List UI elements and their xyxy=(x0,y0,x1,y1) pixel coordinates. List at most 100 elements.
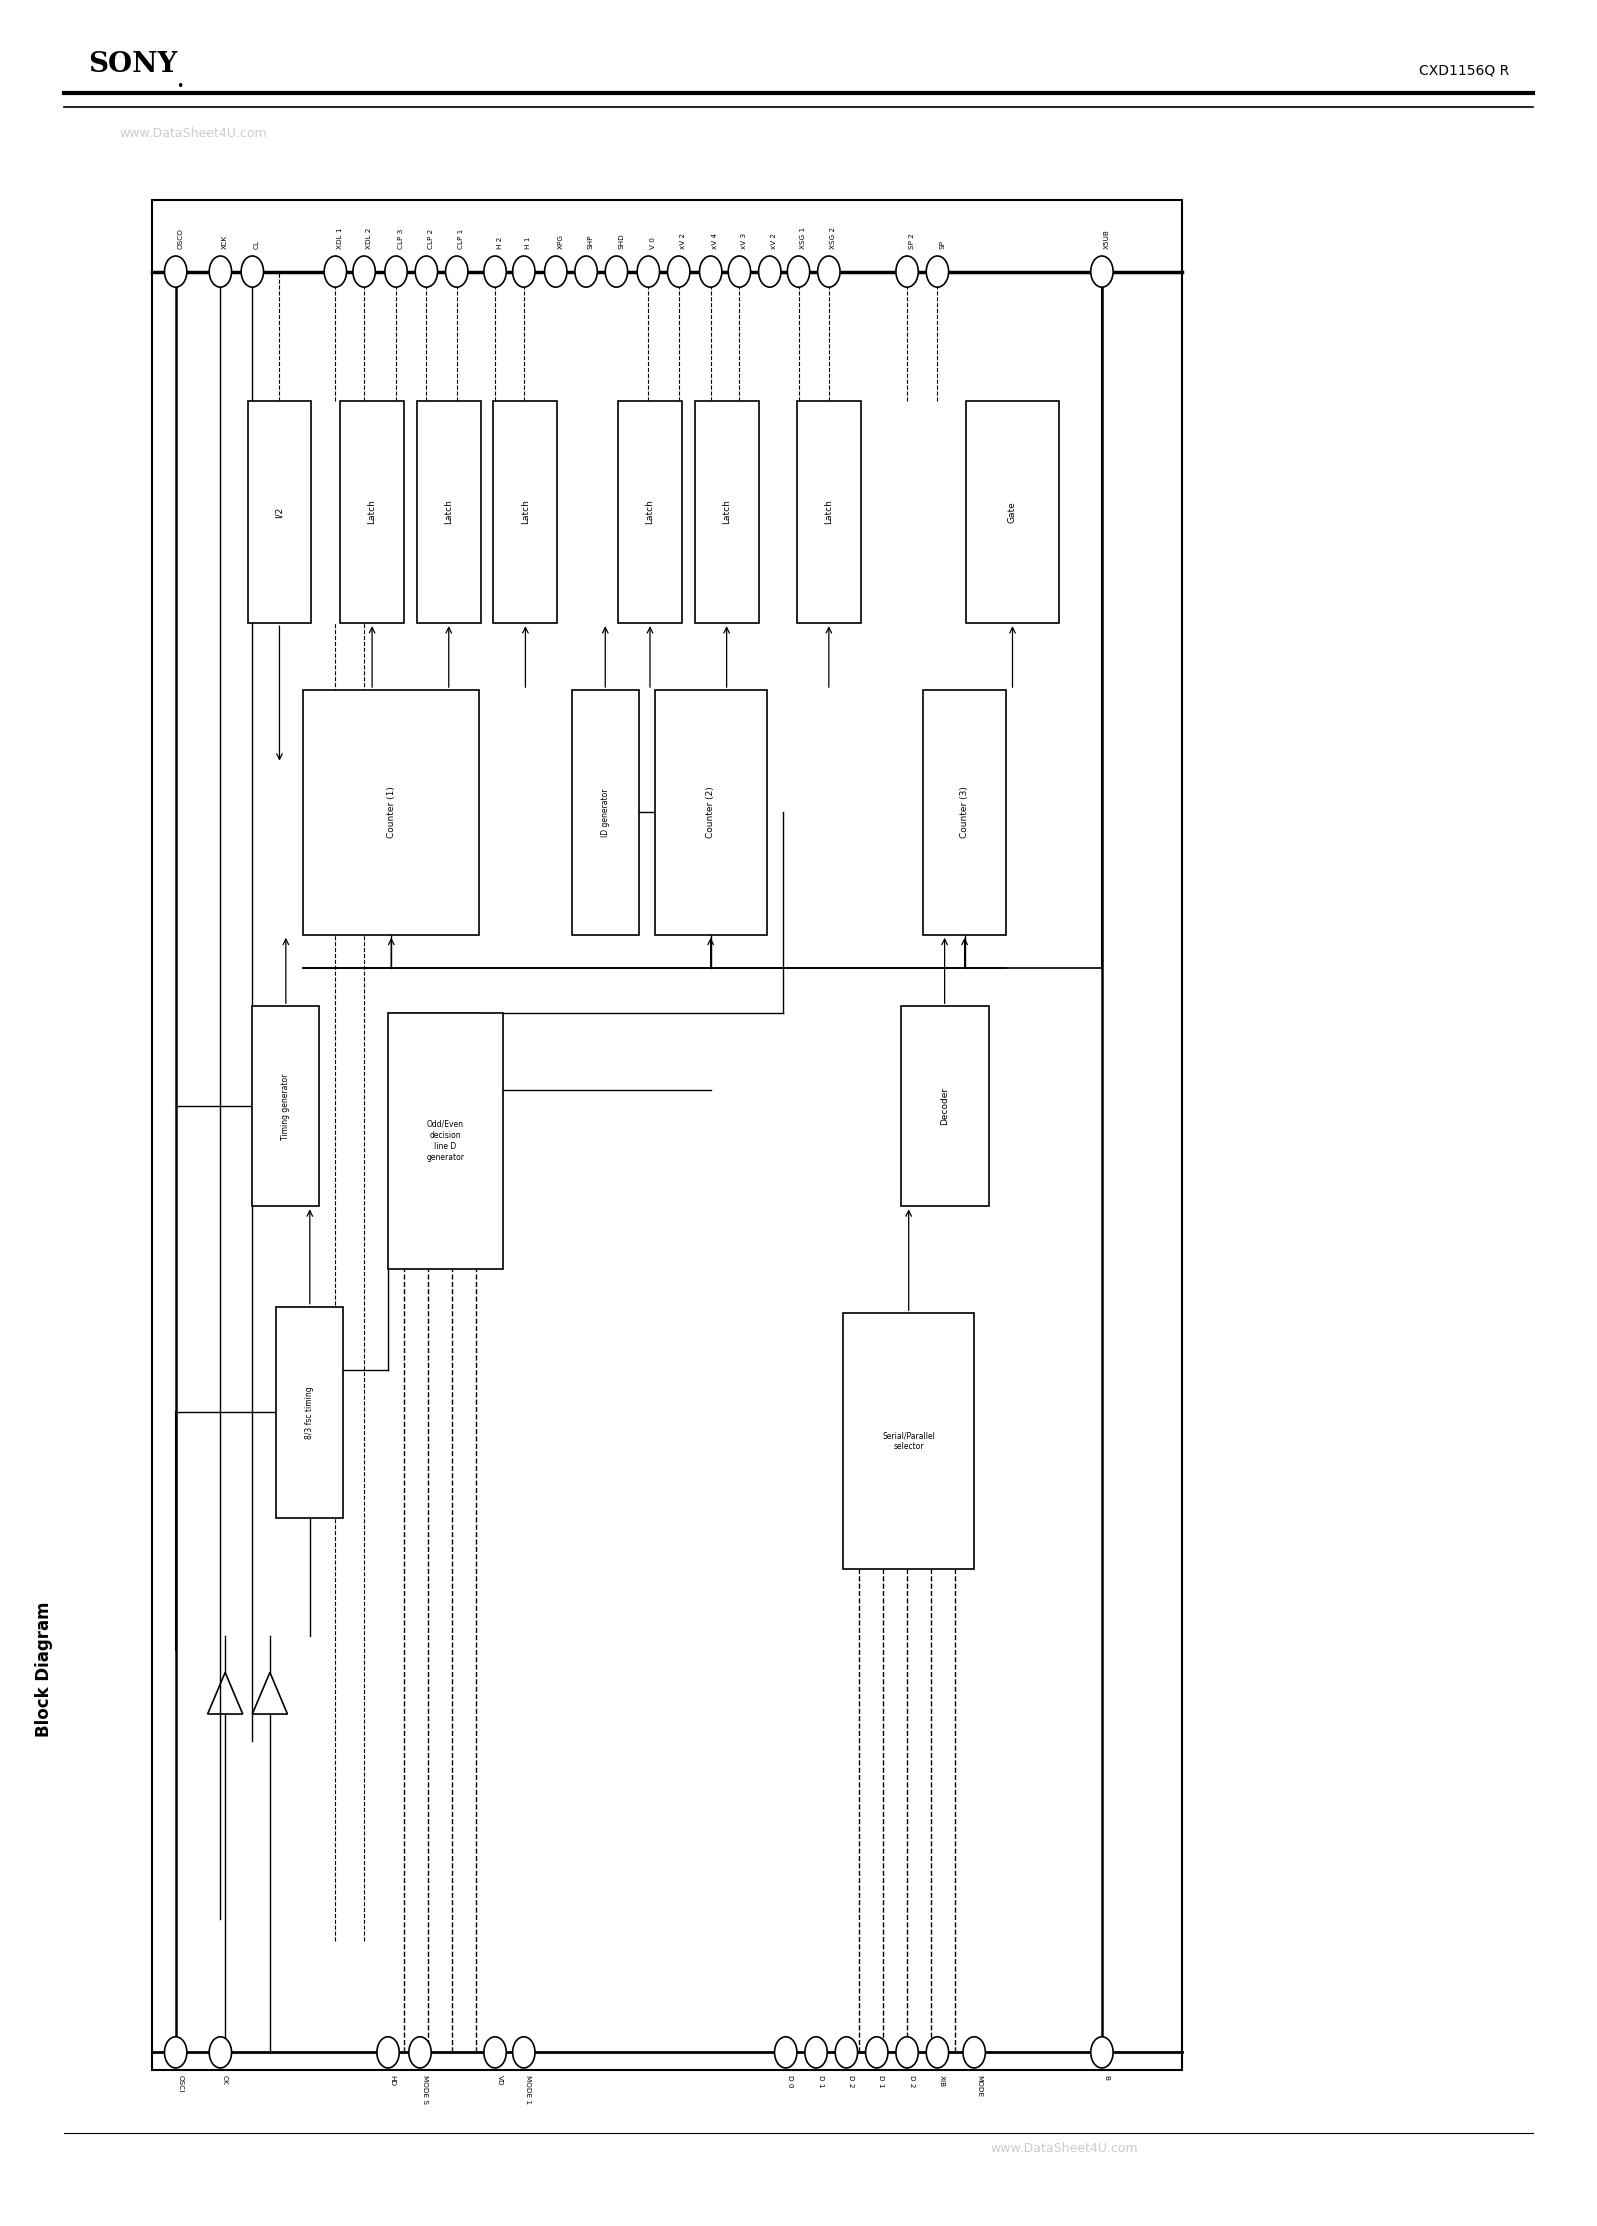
Bar xyxy=(695,401,759,623)
Circle shape xyxy=(484,2037,506,2068)
Text: XIB: XIB xyxy=(939,2075,945,2086)
Text: 8/3 fsc timing: 8/3 fsc timing xyxy=(305,1387,315,1438)
Circle shape xyxy=(415,256,438,287)
Circle shape xyxy=(835,2037,858,2068)
Bar xyxy=(303,690,479,935)
Text: Counter (1): Counter (1) xyxy=(386,786,396,839)
Text: D 1: D 1 xyxy=(818,2075,824,2088)
Text: ID generator: ID generator xyxy=(600,788,610,837)
Bar xyxy=(797,401,861,623)
Text: Latch: Latch xyxy=(824,499,834,525)
Circle shape xyxy=(896,256,918,287)
Circle shape xyxy=(446,256,468,287)
Text: Block Diagram: Block Diagram xyxy=(35,1603,53,1736)
Circle shape xyxy=(1091,256,1113,287)
Text: CL: CL xyxy=(254,240,260,249)
Circle shape xyxy=(605,256,628,287)
Circle shape xyxy=(668,256,690,287)
Text: www.DataSheet4U.com: www.DataSheet4U.com xyxy=(120,127,267,140)
Text: H 1: H 1 xyxy=(525,236,532,249)
Text: XDL 1: XDL 1 xyxy=(337,227,343,249)
Text: xV 3: xV 3 xyxy=(741,234,747,249)
Circle shape xyxy=(484,256,506,287)
Bar xyxy=(572,690,639,935)
Circle shape xyxy=(513,256,535,287)
Circle shape xyxy=(759,256,781,287)
Text: Latch: Latch xyxy=(722,499,731,525)
Circle shape xyxy=(926,2037,949,2068)
Text: OSCO: OSCO xyxy=(177,229,184,249)
Text: Gate: Gate xyxy=(1008,501,1017,523)
Circle shape xyxy=(164,2037,187,2068)
Text: SHD: SHD xyxy=(618,234,624,249)
Bar xyxy=(276,1307,343,1518)
Text: CLP 3: CLP 3 xyxy=(398,229,404,249)
Text: I/2: I/2 xyxy=(275,505,284,519)
Text: D 2: D 2 xyxy=(848,2075,854,2088)
Text: CXD1156Q R: CXD1156Q R xyxy=(1418,65,1509,78)
Bar xyxy=(493,401,557,623)
Text: V 0: V 0 xyxy=(650,238,656,249)
Text: XSG 1: XSG 1 xyxy=(800,227,806,249)
Circle shape xyxy=(575,256,597,287)
Circle shape xyxy=(805,2037,827,2068)
Bar xyxy=(618,401,682,623)
Text: xV 2: xV 2 xyxy=(680,234,687,249)
Text: CK: CK xyxy=(222,2075,228,2084)
Text: Serial/Parallel
selector: Serial/Parallel selector xyxy=(882,1431,936,1451)
Text: X5UB: X5UB xyxy=(1104,229,1110,249)
Text: •: • xyxy=(176,80,184,93)
Circle shape xyxy=(728,256,751,287)
Circle shape xyxy=(637,256,660,287)
Circle shape xyxy=(963,2037,985,2068)
Text: Latch: Latch xyxy=(367,499,377,525)
Text: Decoder: Decoder xyxy=(941,1086,949,1126)
Text: CLP 2: CLP 2 xyxy=(428,229,434,249)
Text: XPG: XPG xyxy=(557,234,564,249)
Text: VD: VD xyxy=(497,2075,503,2086)
Bar xyxy=(966,401,1059,623)
Text: xV 4: xV 4 xyxy=(712,234,719,249)
Text: Latch: Latch xyxy=(444,499,454,525)
Text: D 0: D 0 xyxy=(787,2075,794,2088)
Text: Timing generator: Timing generator xyxy=(281,1073,291,1140)
Bar xyxy=(252,1006,319,1206)
Circle shape xyxy=(209,256,232,287)
Circle shape xyxy=(409,2037,431,2068)
Bar xyxy=(901,1006,989,1206)
Circle shape xyxy=(324,256,347,287)
Circle shape xyxy=(353,256,375,287)
Text: OSCI: OSCI xyxy=(177,2075,184,2092)
Circle shape xyxy=(545,256,567,287)
Text: www.DataSheet4U.com: www.DataSheet4U.com xyxy=(990,2141,1137,2155)
Bar xyxy=(923,690,1006,935)
Text: Latch: Latch xyxy=(645,499,655,525)
Text: MODE: MODE xyxy=(976,2075,982,2097)
Circle shape xyxy=(377,2037,399,2068)
Text: H 2: H 2 xyxy=(497,236,503,249)
Circle shape xyxy=(385,256,407,287)
Circle shape xyxy=(699,256,722,287)
Text: Latch: Latch xyxy=(521,499,530,525)
Circle shape xyxy=(164,256,187,287)
Text: Counter (2): Counter (2) xyxy=(706,786,715,839)
Circle shape xyxy=(1091,2037,1113,2068)
Text: SONY: SONY xyxy=(88,51,177,78)
Circle shape xyxy=(818,256,840,287)
Text: B: B xyxy=(1104,2075,1110,2079)
Text: SP: SP xyxy=(939,240,945,249)
Text: MODE 1: MODE 1 xyxy=(525,2075,532,2104)
Bar xyxy=(248,401,311,623)
Bar xyxy=(388,1013,503,1269)
Text: xV 2: xV 2 xyxy=(771,234,778,249)
Circle shape xyxy=(866,2037,888,2068)
Bar xyxy=(417,401,481,623)
Circle shape xyxy=(787,256,810,287)
Text: XSG 2: XSG 2 xyxy=(830,227,837,249)
Circle shape xyxy=(241,256,264,287)
Text: D 1: D 1 xyxy=(878,2075,885,2088)
Text: HD: HD xyxy=(390,2075,396,2086)
Text: Odd/Even
decision
line D
generator: Odd/Even decision line D generator xyxy=(426,1120,465,1162)
Text: XCK: XCK xyxy=(222,236,228,249)
Circle shape xyxy=(775,2037,797,2068)
